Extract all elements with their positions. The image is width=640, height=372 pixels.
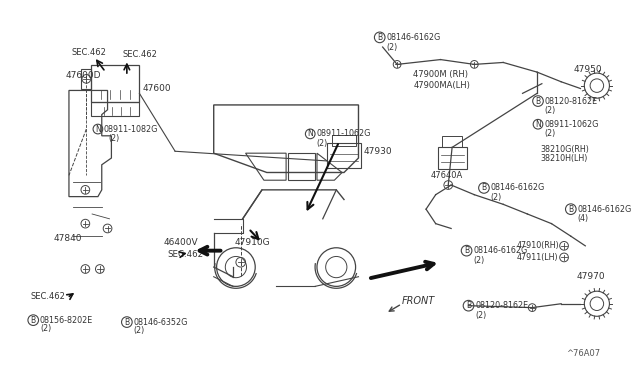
Text: N: N	[535, 120, 541, 129]
Text: B: B	[466, 301, 471, 310]
Text: 08156-8202E: 08156-8202E	[40, 316, 93, 325]
Text: 47640A: 47640A	[431, 171, 463, 180]
Text: (2): (2)	[545, 106, 556, 115]
Text: 47910(RH): 47910(RH)	[516, 241, 559, 250]
Text: (4): (4)	[577, 214, 589, 223]
Text: (2): (2)	[134, 326, 145, 335]
Text: 08911-1082G: 08911-1082G	[104, 125, 158, 134]
Text: 47970: 47970	[577, 272, 605, 281]
Text: 08911-1062G: 08911-1062G	[545, 120, 599, 129]
Text: 08146-6162G: 08146-6162G	[577, 205, 632, 214]
Text: B: B	[464, 246, 469, 255]
Text: 38210H(LH): 38210H(LH)	[540, 154, 588, 163]
Text: N: N	[95, 125, 100, 134]
Text: 47900M (RH): 47900M (RH)	[413, 70, 468, 78]
Text: 47910G: 47910G	[235, 238, 271, 247]
Text: 47600: 47600	[142, 84, 171, 93]
Text: 38210G(RH): 38210G(RH)	[540, 145, 589, 154]
Text: 46400V: 46400V	[164, 238, 198, 247]
Text: 47950: 47950	[573, 65, 602, 74]
Text: (2): (2)	[474, 256, 484, 265]
Text: (2): (2)	[545, 129, 556, 138]
Text: B: B	[568, 205, 573, 214]
Text: 47600D: 47600D	[65, 71, 100, 80]
Text: (2): (2)	[316, 139, 327, 148]
Text: (2): (2)	[40, 324, 51, 333]
Text: B: B	[124, 318, 129, 327]
Text: SEC.462: SEC.462	[123, 50, 158, 59]
Bar	[442, 136, 461, 147]
Text: 47840: 47840	[54, 234, 82, 243]
Bar	[91, 65, 140, 102]
Text: B: B	[481, 183, 486, 192]
Text: 47930: 47930	[364, 147, 392, 156]
Text: SEC.462: SEC.462	[30, 292, 65, 301]
Text: ^76A07: ^76A07	[566, 349, 600, 359]
Text: N: N	[307, 129, 313, 138]
Text: (2): (2)	[109, 134, 120, 143]
Text: 08146-6162G: 08146-6162G	[387, 33, 441, 42]
Text: (2): (2)	[387, 42, 397, 51]
Text: 08146-6352G: 08146-6352G	[134, 318, 188, 327]
Text: (2): (2)	[491, 193, 502, 202]
Text: B: B	[536, 97, 541, 106]
Text: 47911(LH): 47911(LH)	[516, 253, 558, 262]
Text: B: B	[31, 316, 36, 325]
Text: 08911-1062G: 08911-1062G	[316, 129, 371, 138]
Text: B: B	[377, 33, 382, 42]
Text: 08120-8162E: 08120-8162E	[545, 97, 598, 106]
Bar	[91, 102, 140, 116]
Text: 08120-8162E: 08120-8162E	[476, 301, 529, 310]
Bar	[438, 147, 467, 169]
Bar	[332, 135, 356, 147]
Text: 08146-6162G: 08146-6162G	[491, 183, 545, 192]
Text: FRONT: FRONT	[402, 296, 435, 306]
Text: SEC.462: SEC.462	[72, 48, 107, 57]
Text: (2): (2)	[476, 311, 486, 320]
Text: 08146-6162G: 08146-6162G	[474, 246, 527, 255]
Bar	[326, 142, 362, 168]
Bar	[81, 69, 91, 89]
Text: SEC.462: SEC.462	[168, 250, 204, 259]
Text: 47900MA(LH): 47900MA(LH)	[413, 81, 470, 90]
